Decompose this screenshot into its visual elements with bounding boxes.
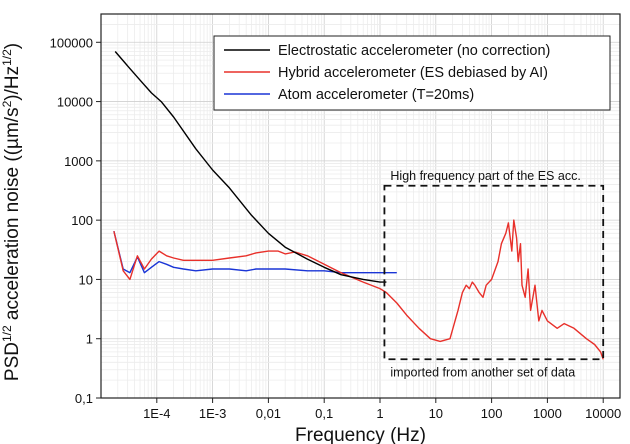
- annotation-dashed-box: [383, 184, 605, 361]
- annotation-top-text: High frequency part of the ES acc.: [390, 169, 580, 183]
- legend-label: Hybrid accelerometer (ES debiased by AI): [278, 65, 548, 81]
- x-axis-title: Frequency (Hz): [295, 425, 426, 444]
- axis-ticks: 1E-4 1E-3 0,01 0,1 1 10 100 1000 10000 0,1 1 10 100 1…: [50, 35, 622, 421]
- y-tick-label: 100: [71, 213, 93, 228]
- y-tick-label: 10000: [57, 95, 93, 110]
- y-axis-title-part: ): [2, 43, 23, 49]
- y-tick-label: 100000: [50, 35, 93, 50]
- x-tick-label: 0,1: [315, 406, 333, 421]
- x-tick-label: 10000: [585, 406, 621, 421]
- annotation-bottom-text: imported from another set of data: [390, 365, 575, 379]
- x-tick-label: 1000: [533, 406, 562, 421]
- plot-area: [100, 13, 621, 399]
- y-axis-title-part: )/Hz: [2, 66, 23, 101]
- x-tick-label: 100: [481, 406, 503, 421]
- y-axis-title-sup: 2: [0, 100, 14, 107]
- series-line-0: [114, 51, 387, 283]
- legend-label: Electrostatic accelerometer (no correcti…: [278, 43, 550, 59]
- series-line-1: [113, 219, 604, 360]
- series-layer: [113, 51, 604, 360]
- y-tick-label: 1000: [64, 154, 93, 169]
- legend-box: [213, 35, 611, 111]
- y-axis-title-part: PSD: [2, 342, 23, 381]
- x-tick-label: 0,01: [256, 406, 281, 421]
- annotation-box: [383, 184, 605, 361]
- x-tick-label: 1E-3: [199, 406, 226, 421]
- y-tick-label: 10: [79, 272, 93, 287]
- x-tick-label: 1E-4: [143, 406, 170, 421]
- y-axis-title-sup: 1/2: [0, 49, 14, 66]
- y-tick-label: 0,1: [75, 391, 93, 406]
- y-axis-title-part: acceleration noise ((µm/s: [2, 107, 23, 325]
- x-tick-label: 10: [429, 406, 443, 421]
- series-line-2: [113, 231, 397, 274]
- legend-label: Atom accelerometer (T=20ms): [278, 87, 474, 103]
- x-tick-label: 1: [376, 406, 383, 421]
- y-axis-title-sup: 1/2: [0, 325, 14, 342]
- y-tick-label: 1: [86, 332, 93, 347]
- legend: Electrostatic accelerometer (no correcti…: [213, 35, 611, 111]
- y-axis-title: PSD1/2 acceleration noise ((µm/s2)/Hz1/2…: [0, 43, 23, 381]
